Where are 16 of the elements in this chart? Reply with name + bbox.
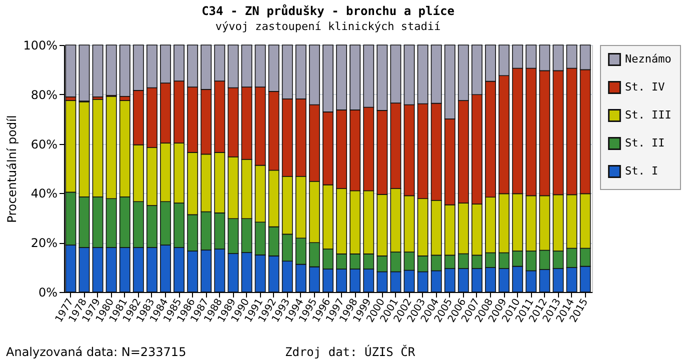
y-tick-label: 100%	[23, 38, 58, 52]
y-tick-label: 40%	[30, 186, 58, 201]
y-tick-label: 0%	[38, 286, 58, 300]
chart-title: C34 - ZN průdušky - bronchu a plíce	[202, 4, 454, 18]
y-tick-label: 20%	[30, 236, 58, 250]
legend-label: St. IV	[625, 80, 666, 94]
chart-subtitle: vývoj zastoupení klinických stadií	[215, 20, 441, 33]
y-tick-label: 80%	[30, 88, 58, 102]
text: Analyzovaná data: N=233715	[6, 345, 186, 359]
y-tick-label: 60%	[30, 137, 58, 152]
legend-label: St. I	[625, 164, 658, 178]
legend-label: St. III	[625, 108, 672, 122]
legend-label: Neznámo	[625, 52, 672, 66]
y-axis-title: Procentuální podíl	[5, 115, 20, 223]
text: Zdroj dat: ÚZIS ČR	[285, 345, 416, 359]
legend-label: St. II	[625, 136, 665, 150]
